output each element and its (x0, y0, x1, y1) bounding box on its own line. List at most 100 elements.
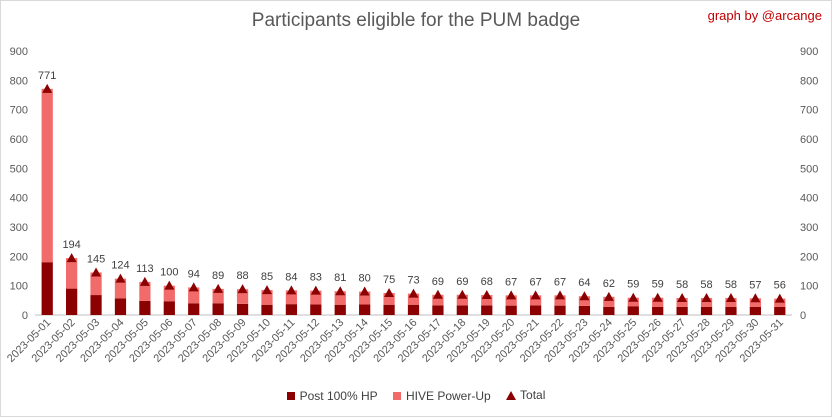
total-marker (188, 282, 199, 292)
legend-swatch-post-hp (286, 391, 295, 400)
total-marker (603, 291, 614, 301)
y-tick-label-right: 0 (800, 310, 806, 322)
total-data-label: 67 (554, 276, 566, 288)
total-marker (286, 285, 297, 295)
bar-post-hp (66, 288, 78, 315)
y-tick-label-left: 600 (10, 134, 28, 146)
bar-post-hp (359, 304, 371, 315)
total-marker (725, 292, 736, 302)
total-marker (213, 283, 224, 293)
total-data-label: 85 (261, 271, 273, 283)
total-data-label: 62 (603, 278, 615, 290)
bar-power-up (505, 295, 517, 306)
legend: Post 100% HP HIVE Power-Up Total (0, 388, 832, 403)
total-data-label: 84 (285, 271, 297, 283)
bar-post-hp (529, 305, 542, 315)
bar-post-hp (163, 301, 175, 315)
total-marker (164, 280, 175, 290)
total-data-label: 67 (529, 276, 541, 288)
total-marker (628, 292, 639, 302)
total-marker (237, 284, 248, 294)
total-data-label: 67 (505, 276, 517, 288)
bar-power-up (529, 295, 542, 306)
bar-power-up (285, 290, 298, 305)
bar-post-hp (554, 305, 566, 315)
total-marker (432, 289, 443, 299)
total-marker (408, 288, 419, 298)
bar-power-up (188, 287, 200, 304)
total-data-label: 89 (212, 270, 224, 282)
y-tick-label-right: 200 (800, 251, 818, 263)
total-marker (42, 83, 53, 93)
bar-power-up (212, 288, 224, 304)
total-data-label: 69 (432, 276, 444, 288)
bar-power-up (114, 278, 127, 299)
bar-power-up (139, 281, 151, 301)
bar-post-hp (456, 305, 468, 315)
bar-post-hp (505, 305, 517, 315)
y-tick-label-right: 900 (800, 46, 818, 58)
bar-power-up (652, 297, 664, 307)
total-marker (701, 292, 712, 302)
total-data-label: 59 (652, 279, 664, 291)
y-tick-label-left: 500 (10, 163, 28, 175)
legend-label-total: Total (520, 388, 546, 402)
total-data-label: 94 (188, 268, 200, 280)
bar-power-up (383, 293, 395, 305)
bar-power-up (310, 290, 322, 305)
total-marker (481, 290, 492, 300)
total-data-label: 83 (310, 272, 322, 284)
y-tick-label-right: 600 (800, 134, 818, 146)
bar-post-hp (774, 306, 786, 315)
bar-power-up (603, 296, 615, 307)
legend-item-power-up: HIVE Power-Up (392, 389, 491, 403)
bar-post-hp (676, 306, 688, 315)
total-data-label: 124 (111, 260, 129, 272)
bar-post-hp (334, 304, 346, 315)
y-tick-label-left: 400 (10, 193, 28, 205)
bar-post-hp (432, 305, 444, 315)
bar-post-hp (261, 304, 273, 315)
legend-label-post-hp: Post 100% HP (299, 388, 378, 403)
total-marker (530, 290, 541, 300)
bar-power-up (359, 291, 371, 305)
bar-post-hp (114, 298, 127, 315)
total-marker (66, 253, 77, 263)
total-marker (384, 288, 395, 297)
total-marker (359, 286, 370, 296)
total-marker (750, 293, 761, 303)
bar-power-up (456, 294, 468, 306)
total-marker (261, 285, 272, 295)
y-tick-label-left: 200 (10, 251, 28, 263)
bar-power-up (774, 298, 786, 307)
y-tick-label-left: 800 (10, 75, 28, 87)
bar-power-up (481, 295, 493, 306)
bar-power-up (163, 285, 175, 302)
total-marker (457, 289, 468, 299)
total-marker (652, 292, 663, 302)
y-tick-label-left: 700 (10, 105, 28, 117)
y-tick-label-right: 400 (800, 193, 818, 205)
bar-power-up (334, 291, 346, 305)
bar-power-up (432, 294, 444, 306)
bar-power-up (700, 297, 713, 307)
bar-post-hp (90, 295, 102, 315)
bar-post-hp (41, 262, 53, 315)
legend-item-post-hp: Post 100% HP (286, 388, 378, 403)
bar-power-up (676, 297, 688, 307)
total-data-label: 145 (87, 253, 105, 265)
total-data-label: 75 (383, 274, 395, 286)
credit-label: graph by @arcange (707, 8, 822, 23)
bar-post-hp (481, 305, 493, 315)
y-tick-label-left: 0 (22, 310, 28, 322)
total-data-label: 81 (334, 272, 346, 284)
bar-post-hp (236, 303, 249, 315)
bar-post-hp (285, 304, 298, 315)
bar-post-hp (407, 304, 420, 315)
chart-title: Participants eligible for the PUM badge (251, 10, 581, 31)
bar-power-up (578, 296, 591, 306)
total-data-label: 57 (749, 279, 761, 291)
y-tick-label-left: 100 (10, 281, 28, 293)
